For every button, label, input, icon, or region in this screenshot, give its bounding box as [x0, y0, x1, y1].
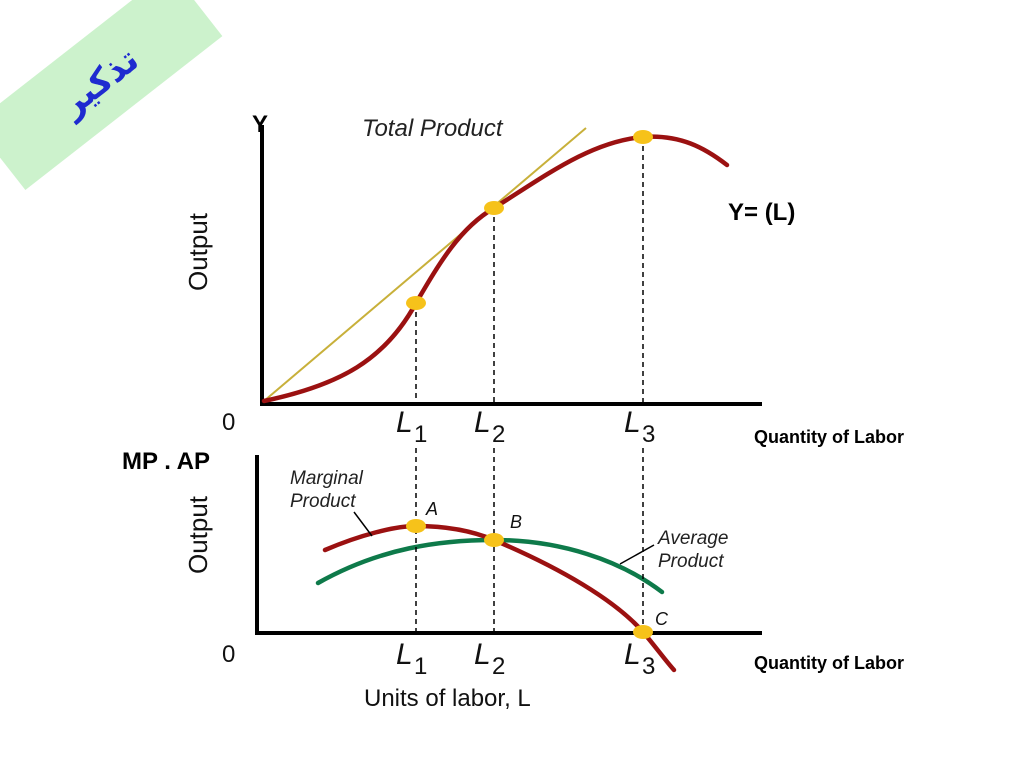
bottom-tick-l3-sub: 3: [642, 653, 655, 680]
point-c: [633, 625, 653, 639]
ap-label-line2: Product: [658, 551, 724, 572]
bottom-y-axis-label: Output: [183, 495, 213, 574]
top-tick-l1: L 1: [396, 406, 427, 448]
bottom-tick-l2-name: L: [474, 638, 491, 671]
bottom-tick-l1-sub: 1: [414, 653, 427, 680]
top-tick-l1-sub: 1: [414, 421, 427, 448]
point-b-label: B: [510, 512, 522, 532]
mp-label-line1: Marginal: [290, 468, 364, 489]
point-inflection: [406, 296, 426, 310]
top-tick-l3-name: L: [624, 406, 641, 439]
total-product-chart: Y Total Product Output 0 Y= (L) Quantity…: [183, 111, 904, 448]
point-tangency: [484, 201, 504, 215]
marginal-average-product-chart: MP . AP Output 0 Marginal Product Averag…: [122, 448, 904, 712]
total-product-label: Total Product: [362, 115, 504, 142]
bottom-chart-title: MP . AP: [122, 448, 210, 475]
point-b: [484, 533, 504, 547]
point-a-label: A: [425, 499, 438, 519]
point-a: [406, 519, 426, 533]
mp-label-pointer: [353, 511, 373, 537]
bottom-x-axis-caption: Quantity of Labor: [754, 653, 904, 673]
top-y-axis-letter: Y: [252, 111, 268, 138]
top-tick-l2-sub: 2: [492, 421, 505, 448]
total-product-curve: [261, 134, 730, 404]
top-tick-l3-sub: 3: [642, 421, 655, 448]
ap-label-pointer: [619, 544, 655, 565]
function-label: Y= (L): [728, 199, 795, 226]
point-maximum: [633, 130, 653, 144]
bottom-x-axis-label: Units of labor, L: [364, 685, 531, 712]
ap-label-line1: Average: [657, 528, 728, 549]
average-product-ray: [263, 127, 587, 402]
banner-ribbon: [0, 0, 223, 191]
bottom-tick-l3: L 3: [624, 638, 655, 680]
top-origin-label: 0: [222, 409, 235, 436]
top-tick-l2: L 2: [474, 406, 505, 448]
marginal-product-curve: [322, 523, 677, 673]
bottom-tick-l2-sub: 2: [492, 653, 505, 680]
top-tick-l2-name: L: [474, 406, 491, 439]
bottom-tick-l3-name: L: [624, 638, 641, 671]
top-y-axis-label: Output: [183, 212, 213, 291]
top-x-axis-caption: Quantity of Labor: [754, 427, 904, 447]
bottom-tick-l1-name: L: [396, 638, 413, 671]
bottom-tick-l1: L 1: [396, 638, 427, 680]
mp-label-line2: Product: [290, 491, 356, 512]
bottom-tick-l2: L 2: [474, 638, 505, 680]
top-tick-l1-name: L: [396, 406, 413, 439]
average-product-curve: [315, 537, 665, 595]
top-tick-l3: L 3: [624, 406, 655, 448]
point-c-label: C: [655, 609, 669, 629]
bottom-origin-label: 0: [222, 641, 235, 668]
reminder-banner: تذكير: [0, 0, 223, 191]
